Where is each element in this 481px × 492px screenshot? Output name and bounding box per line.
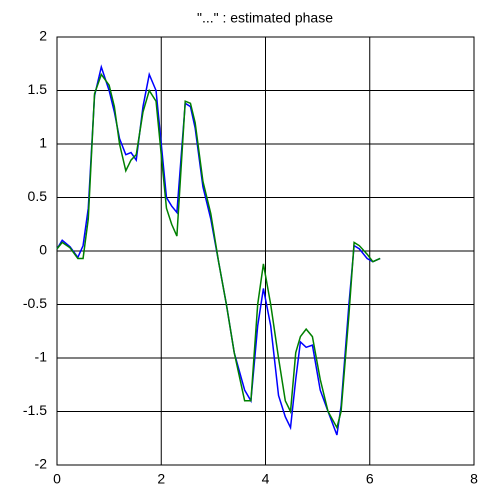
y-tick-label: -1.5 — [23, 402, 47, 418]
y-tick-label: 0 — [39, 242, 47, 258]
x-tick-label: 4 — [262, 471, 270, 487]
y-tick-label: -1 — [35, 349, 48, 365]
y-tick-label: 1.5 — [28, 81, 48, 97]
chart-title: "..." : estimated phase — [197, 10, 333, 26]
x-tick-label: 8 — [470, 471, 478, 487]
line-series — [56, 72, 381, 430]
y-tick-label: -2 — [35, 456, 48, 472]
x-tick-label: 6 — [366, 471, 374, 487]
y-tick-label: 0.5 — [28, 188, 48, 204]
line-series — [56, 64, 381, 436]
y-tick-label: 2 — [39, 28, 47, 44]
x-tick-label: 0 — [53, 471, 61, 487]
plot-frame — [56, 36, 475, 466]
y-tick-label: 1 — [39, 135, 47, 151]
x-tick-label: 2 — [157, 471, 165, 487]
y-tick-label: -0.5 — [23, 295, 47, 311]
